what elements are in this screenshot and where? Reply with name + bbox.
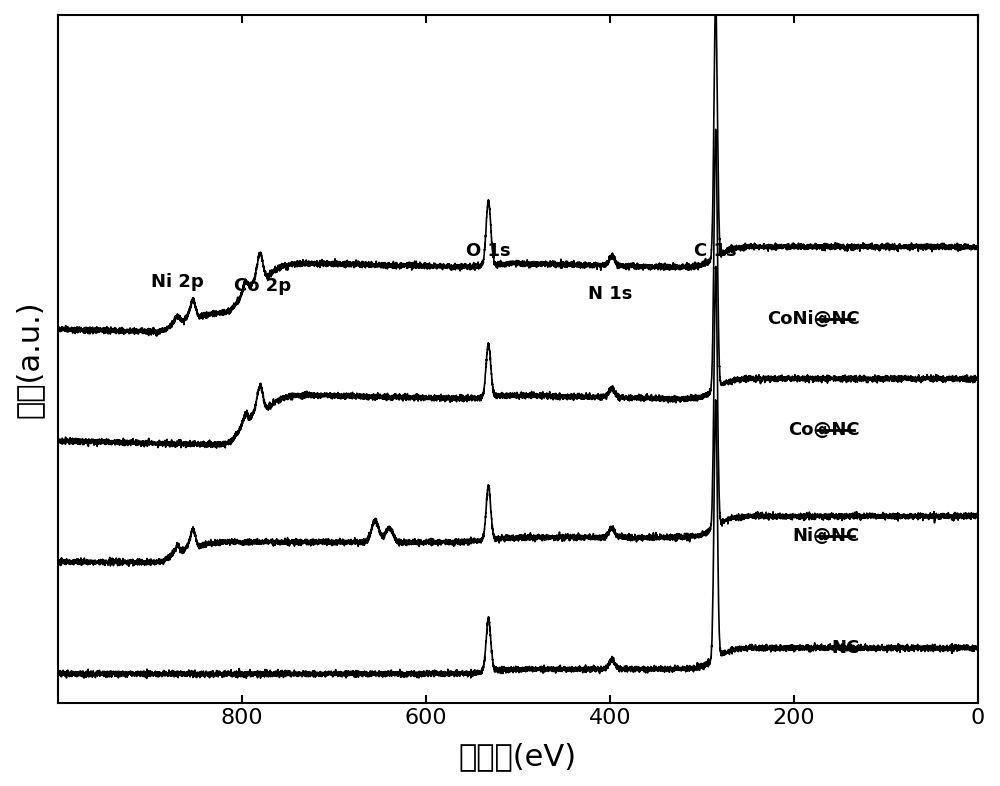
Text: O 1s: O 1s — [466, 242, 511, 259]
Text: CoNi@NC: CoNi@NC — [767, 310, 860, 328]
Text: Ni 2p: Ni 2p — [151, 274, 204, 292]
Text: Co 2p: Co 2p — [234, 277, 291, 295]
Y-axis label: 强度(a.u.): 强度(a.u.) — [15, 300, 44, 418]
Text: C 1s: C 1s — [694, 242, 737, 259]
Text: Ni@NC: Ni@NC — [793, 527, 860, 545]
Text: Co@NC: Co@NC — [788, 421, 860, 439]
Text: N 1s: N 1s — [588, 285, 632, 303]
Text: NC: NC — [832, 639, 860, 657]
X-axis label: 结合能(eV): 结合能(eV) — [459, 742, 577, 771]
